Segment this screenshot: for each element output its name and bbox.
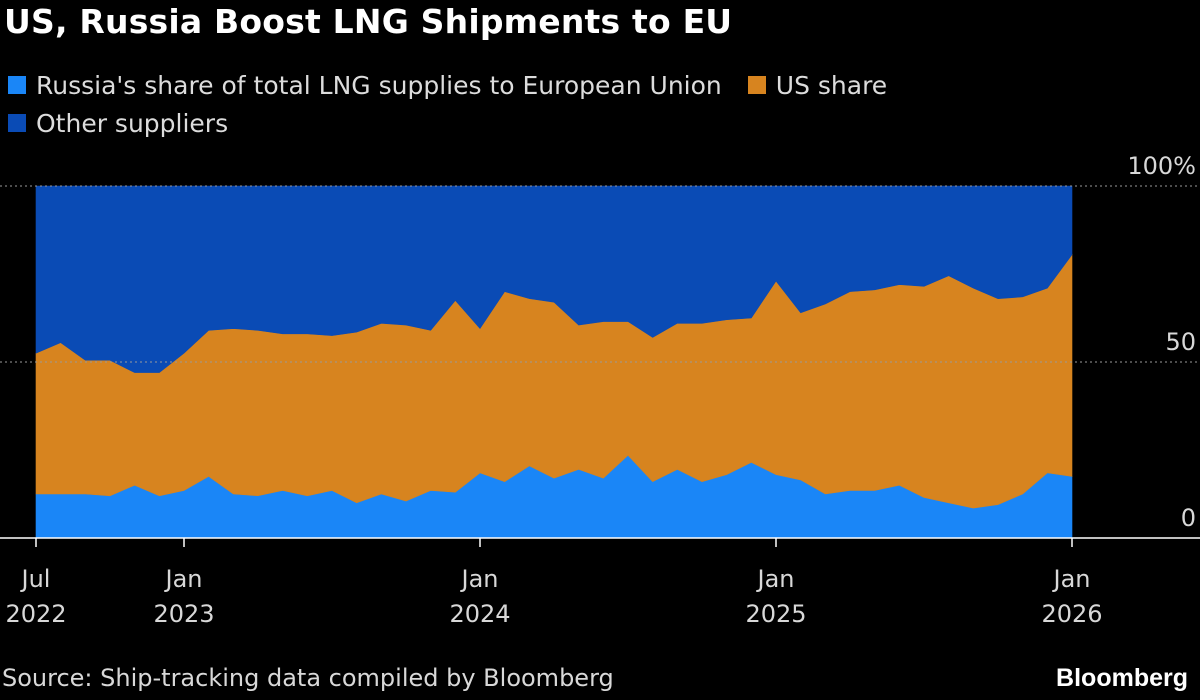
legend-swatch-other xyxy=(8,114,26,132)
x-tick-label-year-2025: 2025 xyxy=(745,600,806,628)
x-tick-label-month-2025: Jan xyxy=(756,565,795,593)
x-tick-label-year-2022: 2022 xyxy=(5,600,66,628)
x-tick-label-year-2026: 2026 xyxy=(1041,600,1102,628)
x-tick-label-year-2024: 2024 xyxy=(449,600,510,628)
legend-item-us: US share xyxy=(747,70,888,100)
y-tick-label-100: 100% xyxy=(1127,152,1196,180)
legend-label-us: US share xyxy=(775,70,888,100)
legend-swatch-russia xyxy=(8,76,26,94)
bloomberg-logo: Bloomberg xyxy=(1056,664,1188,692)
x-tick-label-month-2022: Jul xyxy=(20,565,51,593)
legend-label-russia: Russia's share of total LNG supplies to … xyxy=(36,70,722,100)
legend-swatch-us xyxy=(747,76,766,94)
source-note: Source: Ship-tracking data compiled by B… xyxy=(2,664,614,692)
legend-item-russia: Russia's share of total LNG supplies to … xyxy=(8,71,722,100)
chart-title: US, Russia Boost LNG Shipments to EU xyxy=(4,2,733,41)
legend-item-other: Other suppliers xyxy=(8,109,228,138)
x-tick-label-month-2024: Jan xyxy=(460,565,499,593)
x-tick-label-month-2026: Jan xyxy=(1052,565,1091,593)
area-other xyxy=(35,185,1073,373)
y-tick-label-50: 50 xyxy=(1165,328,1196,356)
legend-label-other: Other suppliers xyxy=(36,108,229,138)
x-tick-label-month-2023: Jan xyxy=(164,565,203,593)
x-tick-label-year-2023: 2023 xyxy=(153,600,214,628)
y-tick-label-0: 0 xyxy=(1181,504,1196,532)
legend: Russia's share of total LNG supplies to … xyxy=(8,66,1158,142)
